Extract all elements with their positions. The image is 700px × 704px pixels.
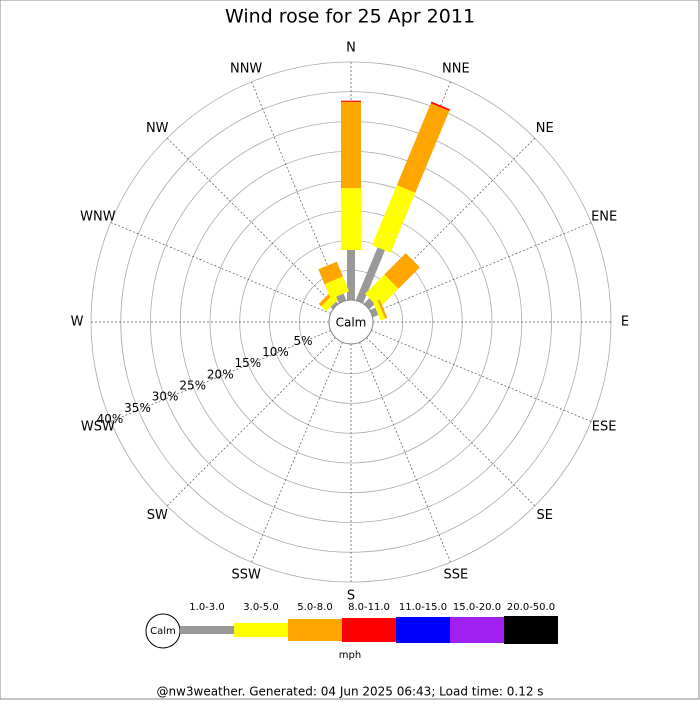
bar-segment bbox=[341, 188, 361, 251]
direction-label: NE bbox=[536, 121, 554, 136]
direction-label: WSW bbox=[81, 419, 115, 434]
bar-segment bbox=[341, 100, 361, 102]
legend-calm-label: Calm bbox=[150, 626, 176, 637]
legend-swatch bbox=[450, 617, 504, 643]
bar-segment bbox=[377, 299, 388, 319]
bar-segment bbox=[372, 185, 416, 253]
direction-label: ESE bbox=[592, 419, 617, 434]
r-tick-label: 25% bbox=[179, 378, 206, 392]
direction-label: SW bbox=[147, 508, 168, 523]
bar-segment bbox=[330, 301, 339, 310]
direction-label: ENE bbox=[591, 210, 617, 225]
legend-swatch bbox=[288, 619, 342, 641]
legend-label: 1.0-3.0 bbox=[189, 602, 224, 613]
direction-label: SE bbox=[537, 508, 553, 523]
direction-label: S bbox=[347, 589, 355, 604]
direction-label: E bbox=[621, 315, 629, 330]
legend-swatch bbox=[234, 623, 288, 637]
legend-swatch bbox=[396, 617, 450, 643]
legend-label: 15.0-20.0 bbox=[453, 602, 501, 613]
direction-label: SSE bbox=[443, 568, 468, 583]
bar-segment bbox=[318, 261, 343, 285]
r-tick-label: 5% bbox=[293, 334, 312, 348]
legend-swatch bbox=[342, 618, 396, 642]
legend-label: 8.0-11.0 bbox=[348, 602, 390, 613]
bar-segment bbox=[355, 247, 385, 304]
direction-label: NNW bbox=[230, 61, 262, 76]
r-tick-label: 15% bbox=[235, 356, 262, 370]
legend-label: 3.0-5.0 bbox=[243, 602, 278, 613]
bar-segment bbox=[324, 276, 350, 299]
r-tick-label: 35% bbox=[124, 401, 151, 415]
chart-title: Wind rose for 25 Apr 2011 bbox=[225, 6, 475, 28]
bar-segment bbox=[347, 250, 355, 300]
bar-segment bbox=[364, 274, 399, 309]
footer: @nw3weather. Generated: 04 Jun 2025 06:4… bbox=[156, 685, 543, 699]
direction-label: SSW bbox=[231, 568, 261, 583]
direction-label: NNE bbox=[442, 61, 470, 76]
legend-label: 5.0-8.0 bbox=[297, 602, 332, 613]
bar-segment bbox=[321, 292, 341, 312]
r-tick-label: 40% bbox=[97, 412, 124, 426]
bar-segment bbox=[430, 101, 450, 111]
legend-label: 11.0-15.0 bbox=[399, 602, 447, 613]
legend-swatch bbox=[504, 616, 558, 644]
direction-label: W bbox=[71, 315, 84, 330]
unit-label: mph bbox=[339, 650, 361, 661]
direction-label: NW bbox=[146, 121, 169, 136]
bar-segment bbox=[372, 300, 386, 321]
legend-swatch bbox=[180, 626, 234, 634]
bar-segment bbox=[396, 103, 450, 193]
calm-circle bbox=[328, 299, 374, 345]
calm-label: Calm bbox=[336, 316, 367, 330]
direction-label: WNW bbox=[80, 210, 116, 225]
r-tick-label: 20% bbox=[207, 367, 234, 381]
legend-label: 20.0-50.0 bbox=[507, 602, 555, 613]
r-tick-label: 10% bbox=[262, 345, 289, 359]
direction-label: N bbox=[346, 41, 356, 56]
r-tick-label: 30% bbox=[152, 390, 179, 404]
bar-segment bbox=[384, 253, 420, 289]
bar-segment bbox=[363, 298, 375, 310]
bar-segment bbox=[341, 101, 361, 189]
